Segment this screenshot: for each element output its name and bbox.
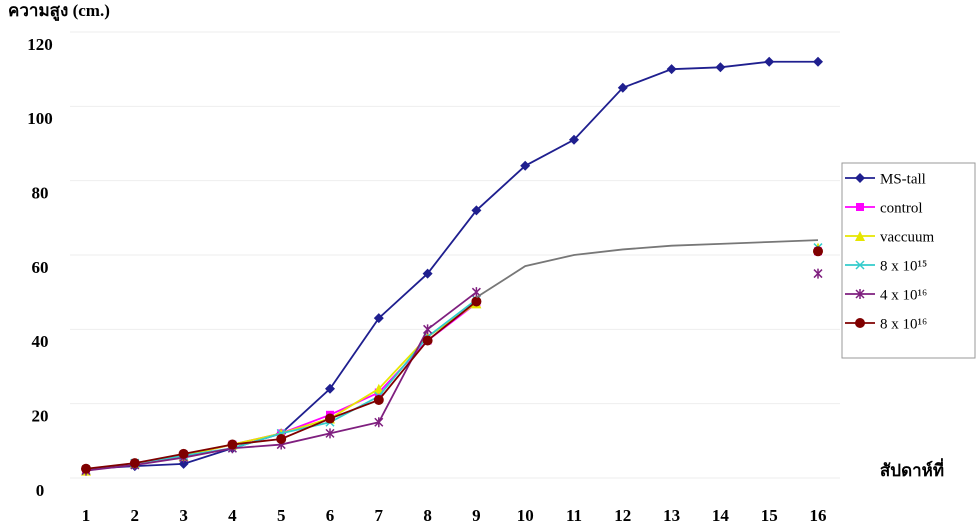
marker — [855, 318, 865, 328]
background — [0, 0, 977, 531]
x-tick-label: 6 — [326, 506, 335, 525]
marker — [813, 246, 823, 256]
marker — [179, 449, 189, 459]
y-tick-label: 100 — [27, 109, 53, 128]
marker — [227, 440, 237, 450]
y-tick-label: 80 — [32, 184, 49, 203]
marker — [130, 458, 140, 468]
x-axis-title: สัปดาห์ที่ — [880, 458, 944, 480]
x-tick-label: 11 — [566, 506, 582, 525]
x-tick-label: 16 — [810, 506, 827, 525]
x-tick-label: 12 — [614, 506, 631, 525]
legend-label: 8 x 10¹⁵ — [880, 258, 927, 274]
y-tick-label: 0 — [36, 481, 45, 500]
chart: ความสูง (cm.) สัปดาห์ที่ 0 20 40 60 80 100 120… — [0, 0, 977, 531]
x-tick-label: 3 — [179, 506, 188, 525]
y-tick-label: 60 — [32, 258, 49, 277]
x-tick-label: 15 — [761, 506, 778, 525]
x-tick-label: 10 — [517, 506, 534, 525]
x-tick-label: 5 — [277, 506, 286, 525]
y-tick-label: 40 — [32, 332, 49, 351]
x-tick-label: 13 — [663, 506, 680, 525]
legend-label: 8 x 10¹⁶ — [880, 316, 927, 332]
marker — [276, 434, 286, 444]
x-tick-label: 14 — [712, 506, 730, 525]
legend-label: control — [880, 200, 923, 216]
legend-label: MS-tall — [880, 171, 926, 187]
legend-label: vaccuum — [880, 229, 934, 245]
marker — [471, 296, 481, 306]
x-tick-label: 4 — [228, 506, 237, 525]
marker — [856, 203, 864, 211]
legend-label: 4 x 10¹⁶ — [880, 287, 927, 303]
y-axis-title: ความสูง (cm.) — [8, 1, 110, 22]
x-tick-label: 9 — [472, 506, 481, 525]
x-tick-label: 1 — [82, 506, 91, 525]
marker — [81, 464, 91, 474]
y-tick-label: 20 — [32, 407, 49, 426]
marker — [325, 414, 335, 424]
marker — [374, 395, 384, 405]
y-tick-label: 120 — [27, 35, 53, 54]
marker — [423, 335, 433, 345]
x-tick-label: 8 — [423, 506, 432, 525]
x-tick-label: 7 — [375, 506, 384, 525]
x-tick-label: 2 — [131, 506, 140, 525]
